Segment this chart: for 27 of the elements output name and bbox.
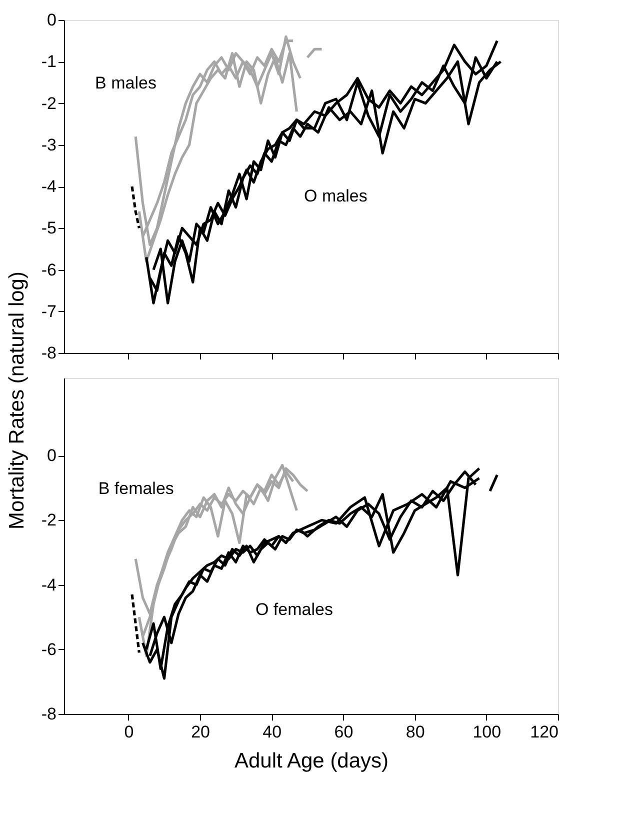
y-tick-label: -4: [41, 575, 56, 594]
x-tick-label: 80: [406, 722, 425, 742]
y-tick-label: 0: [47, 10, 56, 30]
y-tick-label: -2: [41, 94, 56, 113]
y-tick-label: -6: [41, 640, 56, 659]
y-tick-label: -8: [41, 344, 56, 362]
x-tick-label: 0: [124, 722, 134, 742]
annotation: O females: [255, 600, 333, 619]
y-tick-label: -5: [41, 218, 56, 238]
x-tick-label: 60: [334, 722, 354, 742]
y-tick-label: 0: [47, 446, 56, 466]
y-tick-label: -1: [41, 52, 56, 72]
x-tick-label: 40: [262, 722, 282, 742]
annotation: O males: [304, 186, 368, 206]
y-axis-title: Mortality Rates (natural log): [5, 272, 28, 530]
annotation: B females: [98, 478, 174, 498]
x-axis-title: Adult Age (days): [234, 750, 389, 772]
y-tick-label: -8: [41, 704, 56, 724]
y-tick-label: -3: [41, 135, 56, 154]
annotation: B males: [95, 73, 156, 92]
y-tick-label: -2: [41, 510, 56, 530]
y-tick-label: -4: [41, 177, 56, 196]
y-tick-label: -6: [41, 260, 56, 280]
x-tick-label: 120: [530, 722, 558, 742]
x-tick-label: 100: [472, 722, 502, 742]
y-tick-label: -7: [41, 302, 56, 321]
x-tick-label: 20: [191, 722, 210, 742]
